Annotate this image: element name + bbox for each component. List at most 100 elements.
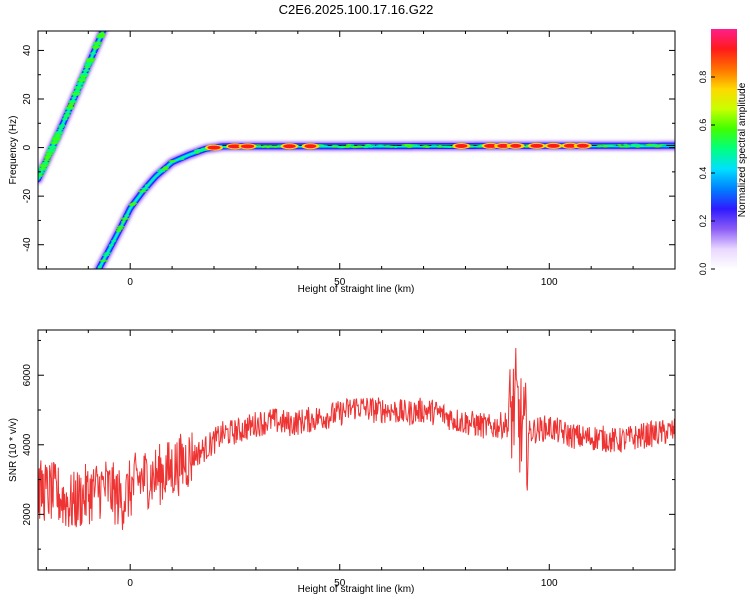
ridge-speckle	[45, 152, 53, 156]
ridge-speckle	[71, 92, 81, 95]
ridge-speckle	[357, 145, 364, 148]
spectrogram-ytick-label: 0	[22, 144, 33, 150]
ridge-speckle	[103, 252, 112, 255]
hotspot	[547, 143, 560, 148]
hotspot	[484, 143, 498, 148]
snr-xlabel: Height of straight line (km)	[298, 584, 415, 595]
ridge-speckle	[446, 145, 453, 149]
ridge-speckle	[92, 47, 99, 50]
ridge-speckle	[97, 265, 103, 269]
ridge-speckle	[430, 144, 438, 148]
ridge-speckle	[378, 144, 383, 148]
ridge-speckle	[144, 184, 150, 187]
snr-ytick-label: 4000	[22, 433, 33, 456]
ridge-speckle	[78, 79, 85, 82]
spectrogram-xlabel: Height of straight line (km)	[298, 284, 415, 295]
ridge-speckle	[38, 176, 41, 180]
ridge-speckle	[370, 144, 376, 147]
ridge-speckle	[81, 69, 92, 72]
spectrogram-ytick-label: -40	[22, 237, 33, 252]
snr-ytick-label: 6000	[22, 364, 33, 387]
spectrogram-ytick-label: 20	[22, 93, 33, 105]
ridge-speckle	[596, 144, 602, 148]
snr-ytick-label: 2000	[22, 503, 33, 526]
snr-xtick-label: 0	[127, 578, 133, 589]
ridge-speckle	[124, 214, 130, 217]
colorbar-tick-label: 0.6	[698, 119, 708, 132]
hotspot	[576, 143, 589, 148]
colorbar-ticks: 0.0 0.2 0.4 0.6 0.8	[698, 71, 715, 276]
ridge-speckle	[137, 190, 147, 193]
ridge-speckle	[92, 41, 103, 44]
ridge-speckle	[177, 157, 185, 161]
ridge-speckle	[78, 81, 83, 84]
ridge-speckle	[414, 144, 421, 148]
ridge-speckle	[46, 148, 57, 152]
ridge-speckle	[80, 73, 88, 76]
ridge-speckle	[156, 170, 166, 173]
ridge-speckle	[420, 145, 431, 148]
ridge-speckle	[336, 145, 346, 149]
ridge-speckle	[161, 167, 169, 171]
ridge-speckle	[350, 145, 359, 149]
snr-axes: 0 50 100 2000 4000 6000	[22, 330, 676, 589]
ridge-speckle	[89, 52, 97, 55]
ridge-speckle	[345, 143, 351, 147]
ridge-speckle	[63, 114, 71, 117]
ridge-speckle	[70, 100, 75, 104]
ridge-speckle	[108, 244, 114, 247]
ridge-speckle	[61, 117, 68, 121]
ridge-speckle	[110, 239, 117, 243]
colorbar-tick-label: 0.2	[698, 215, 708, 228]
ridge-speckle	[650, 143, 659, 147]
snr-panel: 0 50 100 2000 4000 6000 Height of straight li…	[8, 329, 676, 595]
spectrogram-ytick-label: -20	[22, 188, 33, 203]
colorbar: 0.0 0.2 0.4 0.6 0.8 Normalized spectral ampl…	[698, 29, 748, 275]
hotspot	[530, 143, 544, 148]
ridge-speckle	[52, 141, 57, 145]
ridge-speckle	[168, 159, 177, 163]
snr-xtick-label: 50	[334, 578, 346, 589]
spectrogram-axes: 0 50 100 -40 -20 0 20 40	[22, 31, 676, 288]
snr-plot-area	[38, 330, 675, 570]
colorbar-tick-label: 0.8	[698, 71, 708, 84]
snr-frame	[37, 329, 676, 571]
ridge-speckle	[42, 159, 52, 162]
ridge-speckle	[194, 149, 204, 152]
ridge-speckle	[71, 96, 77, 100]
ridge-speckle	[121, 220, 126, 223]
hotspot	[207, 145, 221, 150]
ridge-speckle	[265, 145, 271, 149]
figure-title: C2E6.2025.100.17.16.G22	[279, 2, 434, 17]
spectrogram-xtick-label: 50	[334, 277, 346, 288]
ridge-speckle	[85, 59, 95, 63]
ridge-speckle	[52, 138, 59, 142]
snr-xtick-label: 100	[541, 578, 558, 589]
ridge-speckle	[86, 57, 97, 60]
ridge-speckle	[393, 145, 398, 149]
colorbar-tick-label: 0.0	[698, 263, 708, 276]
ridge-speckle	[54, 134, 61, 137]
ridge-speckle	[80, 75, 87, 79]
spectrogram-data	[38, 31, 675, 269]
ridge-speckle	[73, 90, 80, 93]
spectrogram-xtick-label: 0	[127, 277, 133, 288]
ridge-speckle	[86, 61, 93, 65]
ridge-speckle	[76, 83, 85, 86]
ridge-speckle	[57, 128, 64, 131]
ridge-speckle	[57, 124, 67, 128]
ridge-speckle	[625, 144, 630, 148]
hotspot	[227, 144, 242, 149]
spectrogram-frame	[37, 30, 676, 270]
spectrogram-ytick-label: 40	[22, 44, 33, 56]
hotspot	[455, 143, 468, 148]
colorbar-tick-label: 0.4	[698, 167, 708, 180]
ridge-speckle	[102, 254, 110, 257]
ridge-speckle	[128, 203, 136, 207]
colorbar-bar	[711, 29, 737, 269]
hotspot	[304, 144, 317, 149]
snr-ylabel: SNR (10 * v/v)	[8, 418, 19, 482]
hotspot	[563, 143, 577, 148]
ridge-speckle	[116, 225, 125, 228]
ridge-speckle	[38, 169, 47, 172]
